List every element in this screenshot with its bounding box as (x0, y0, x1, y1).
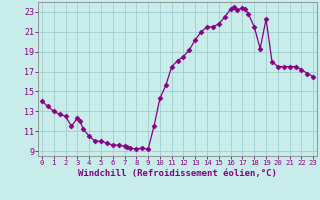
X-axis label: Windchill (Refroidissement éolien,°C): Windchill (Refroidissement éolien,°C) (78, 169, 277, 178)
